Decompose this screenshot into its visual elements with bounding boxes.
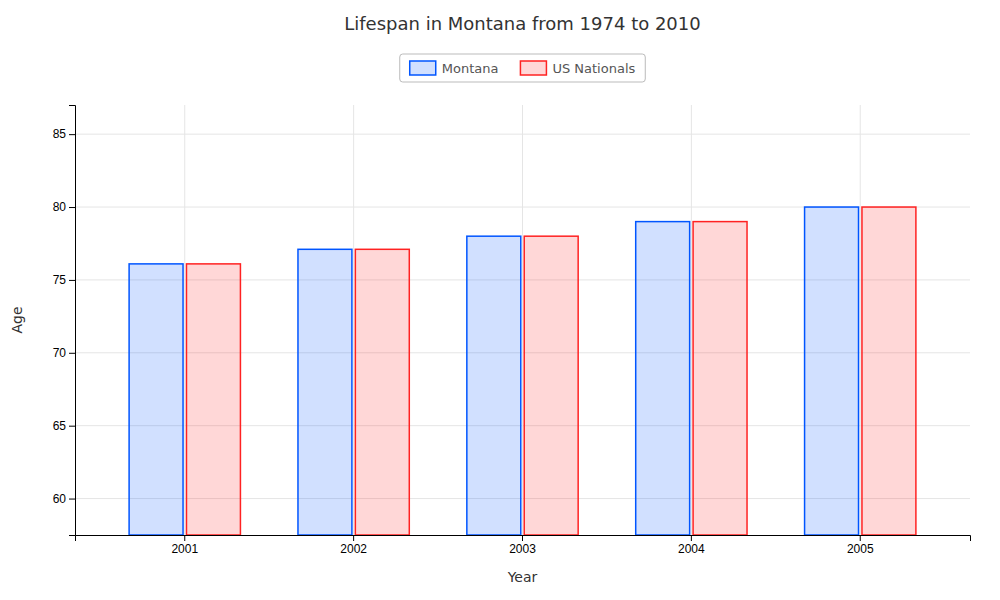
y-tick: 80 [53,200,75,214]
x-tick-mark [691,535,692,541]
y-tick-label: 80 [53,200,67,214]
chart-svg: 2001 2002 2003 2004 2005 60 65 70 75 80 85 Lifespan… [0,0,1000,600]
x-grid-line [353,105,354,535]
x-grid-line [522,105,523,535]
x-tick: 2004 [678,535,705,556]
y-tick: 85 [53,127,75,141]
y-tick-label: 65 [53,419,67,433]
y-axis-line [69,106,76,536]
x-axis-title: Year [507,569,538,585]
bar [805,207,859,535]
bar [467,236,521,535]
legend-swatch [410,61,436,75]
bar [355,249,409,535]
y-tick: 75 [53,273,75,287]
bar [524,236,578,535]
y-tick-mark [69,134,75,135]
x-grid-line [691,105,692,535]
x-tick: 2005 [847,535,874,556]
x-tick-label: 2004 [678,542,705,556]
y-tick-label: 85 [53,127,67,141]
plot-area: 2001 2002 2003 2004 2005 60 65 70 75 80 85 [53,105,971,556]
x-tick-label: 2002 [340,542,367,556]
y-axis-title: Age [9,306,25,333]
bar [298,249,352,535]
bar [636,222,690,535]
x-tick-label: 2003 [509,542,536,556]
legend-label: US Nationals [552,61,635,76]
x-axis: 2001 2002 2003 2004 2005 [76,535,971,556]
x-grid-line [184,105,185,535]
x-axis-line [76,536,971,542]
x-tick: 2003 [509,535,536,556]
y-axis: 60 65 70 75 80 85 [53,106,76,536]
bars [129,207,916,535]
bar-series [186,207,915,535]
y-tick: 65 [53,419,75,433]
y-tick-mark [69,426,75,427]
title: Lifespan in Montana from 1974 to 2010 [344,13,700,34]
legend-frame [400,54,646,82]
y-tick-mark [69,353,75,354]
legend-swatch [520,61,546,75]
y-tick: 60 [53,492,75,506]
legend: Montana US Nationals [400,54,646,82]
bar [693,222,747,535]
x-tick-mark [184,535,185,541]
y-tick-label: 60 [53,492,67,506]
legend-label: Montana [442,61,499,76]
bar [129,264,183,535]
x-tick-mark [353,535,354,541]
x-tick-label: 2001 [171,542,198,556]
x-tick-label: 2005 [847,542,874,556]
legend-item: US Nationals [520,61,635,76]
bar-series [129,207,858,535]
x-tick: 2001 [171,535,198,556]
grid [75,105,970,535]
chart-container: 2001 2002 2003 2004 2005 60 65 70 75 80 85 Lifespan… [0,0,1000,600]
x-tick-mark [860,535,861,541]
x-grid-line [860,105,861,535]
legend-item: Montana [410,61,499,76]
bar [186,264,240,535]
x-tick: 2002 [340,535,367,556]
y-tick: 70 [53,346,75,360]
y-tick-mark [69,207,75,208]
y-tick-label: 75 [53,273,67,287]
y-tick-label: 70 [53,346,67,360]
y-tick-mark [69,499,75,500]
x-tick-mark [522,535,523,541]
bar [862,207,916,535]
y-tick-mark [69,280,75,281]
